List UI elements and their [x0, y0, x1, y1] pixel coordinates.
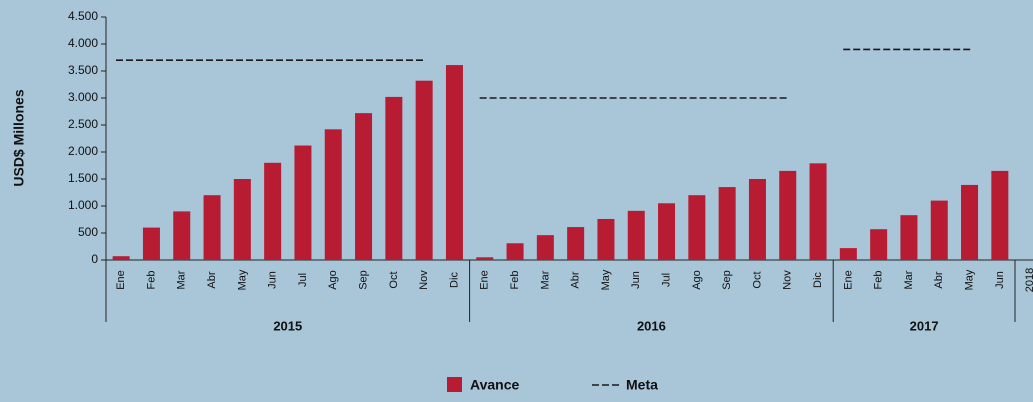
bar — [900, 215, 918, 260]
bar — [809, 163, 827, 260]
x-tick-label: Abr — [933, 271, 945, 288]
bar — [415, 80, 433, 260]
bar — [536, 235, 554, 260]
x-tick-label: Feb — [509, 271, 521, 290]
y-axis-label: USD$ Millones — [11, 89, 27, 186]
x-tick-label: Abr — [570, 271, 582, 288]
bar — [173, 211, 191, 260]
x-tick-label: May — [963, 269, 975, 290]
y-tick-label: 500 — [78, 225, 98, 239]
x-tick-label: Ene — [115, 270, 127, 290]
bar — [567, 227, 585, 260]
x-tick-label: Nov — [782, 270, 794, 290]
bar — [870, 229, 888, 260]
bar — [233, 179, 251, 260]
bar — [991, 170, 1009, 260]
x-tick-label: Jul — [297, 273, 309, 287]
x-tick-label: Mar — [539, 270, 551, 289]
x-tick-label: Ago — [691, 270, 703, 290]
bar — [748, 179, 766, 260]
legend-swatch — [447, 377, 462, 392]
y-tick-label: 3.000 — [68, 90, 98, 104]
x-tick-label: Jun — [994, 271, 1006, 289]
x-tick-label: Oct — [751, 271, 763, 288]
x-tick-label: Sep — [357, 270, 369, 290]
y-tick-label: 4.000 — [68, 36, 98, 50]
bar — [324, 129, 342, 260]
bar — [203, 195, 221, 260]
bar — [779, 170, 797, 260]
x-tick-label: Ene — [479, 270, 491, 290]
x-tick-label: Nov — [418, 270, 430, 290]
bar — [627, 210, 645, 260]
group-label: 2016 — [637, 318, 666, 333]
y-tick-label: 2.500 — [68, 117, 98, 131]
x-tick-label: Jul — [660, 273, 672, 287]
x-tick-label: Abr — [206, 271, 218, 288]
x-tick-label: May — [236, 269, 248, 290]
bar — [112, 256, 130, 260]
bar — [839, 248, 857, 260]
x-tick-label: Feb — [873, 271, 885, 290]
x-tick-label: Dic — [448, 272, 460, 288]
bar — [597, 218, 615, 260]
bar — [658, 203, 676, 260]
y-tick-label: 2.000 — [68, 144, 98, 158]
bar — [930, 200, 948, 260]
y-tick-label: 0 — [91, 252, 98, 266]
y-tick-label: 1.000 — [68, 198, 98, 212]
bar — [264, 162, 282, 260]
group-label: 2015 — [273, 318, 302, 333]
bar — [142, 227, 160, 260]
x-tick-label: Oct — [388, 271, 400, 288]
legend-label: Avance — [470, 377, 520, 393]
bar — [445, 65, 463, 260]
bar — [718, 187, 736, 260]
bar — [688, 195, 706, 260]
x-tick-label: 2018 — [1024, 268, 1033, 292]
bar — [294, 145, 312, 260]
x-tick-label: Mar — [176, 270, 188, 289]
bar — [385, 96, 403, 260]
bar — [961, 184, 979, 260]
y-tick-label: 4.500 — [68, 9, 98, 23]
x-tick-label: Dic — [812, 272, 824, 288]
x-tick-label: May — [600, 269, 612, 290]
y-tick-label: 1.500 — [68, 171, 98, 185]
x-tick-label: Ago — [327, 270, 339, 290]
x-tick-label: Mar — [903, 270, 915, 289]
x-tick-label: Feb — [145, 271, 157, 290]
group-label: 2017 — [910, 318, 939, 333]
bar — [506, 243, 524, 260]
y-tick-label: 3.500 — [68, 63, 98, 77]
x-tick-label: Jun — [630, 271, 642, 289]
x-tick-label: Ene — [842, 270, 854, 290]
legend-label: Meta — [626, 377, 658, 393]
x-tick-label: Jun — [267, 271, 279, 289]
x-tick-label: Sep — [721, 270, 733, 290]
bar — [476, 257, 494, 260]
bar — [355, 113, 373, 261]
